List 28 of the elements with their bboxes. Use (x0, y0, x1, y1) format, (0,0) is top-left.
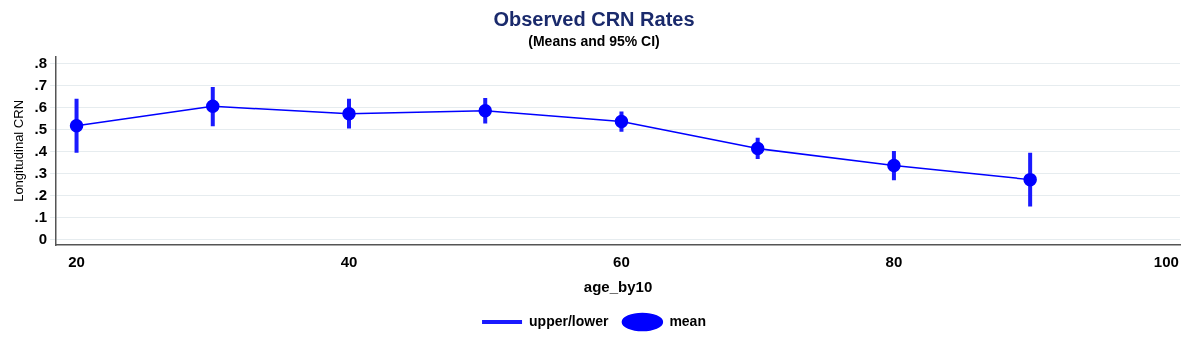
y-tick-label: .3 (34, 163, 48, 181)
x-tick-label: 20 (68, 253, 85, 271)
legend-label: upper/lower (529, 312, 609, 329)
y-tick-label: .7 (34, 75, 48, 93)
point (1023, 172, 1037, 187)
y-tick-label: .1 (34, 207, 48, 225)
point (614, 114, 629, 129)
y-tick-label: .4 (34, 141, 48, 159)
x-tick-label: 100 (1153, 253, 1179, 271)
point (342, 107, 356, 121)
y-tick-label: 0 (38, 229, 48, 247)
chart-subtitle: (Means and 95% CI) (528, 33, 660, 50)
y-tick-label: .8 (34, 53, 48, 71)
y-tick-label: .6 (34, 97, 48, 115)
point (750, 141, 765, 156)
point (478, 103, 492, 118)
y-tick-label: .5 (34, 119, 48, 137)
y-axis-title: Longitudinal CRN (11, 99, 27, 202)
chart-title: Observed CRN Rates (493, 7, 695, 30)
point (887, 158, 901, 173)
point (69, 118, 84, 133)
point (206, 99, 220, 114)
x-axis-title: age_by10 (583, 278, 653, 296)
x-tick-label: 40 (340, 253, 358, 271)
x-tick-label: 60 (613, 253, 630, 271)
legend-label: mean (669, 312, 706, 329)
y-tick-label: .2 (34, 185, 48, 203)
x-tick-label: 80 (885, 253, 903, 271)
